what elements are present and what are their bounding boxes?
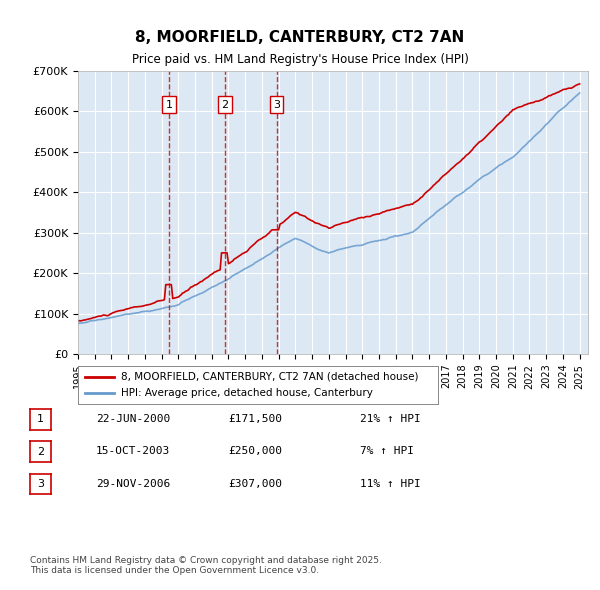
Text: 8, MOORFIELD, CANTERBURY, CT2 7AN (detached house): 8, MOORFIELD, CANTERBURY, CT2 7AN (detac… bbox=[121, 372, 419, 382]
Text: 22-JUN-2000: 22-JUN-2000 bbox=[96, 414, 170, 424]
Text: £307,000: £307,000 bbox=[228, 479, 282, 489]
Text: £171,500: £171,500 bbox=[228, 414, 282, 424]
Text: HPI: Average price, detached house, Canterbury: HPI: Average price, detached house, Cant… bbox=[121, 388, 373, 398]
Text: 2: 2 bbox=[221, 100, 229, 110]
Text: Contains HM Land Registry data © Crown copyright and database right 2025.
This d: Contains HM Land Registry data © Crown c… bbox=[30, 556, 382, 575]
Text: 21% ↑ HPI: 21% ↑ HPI bbox=[360, 414, 421, 424]
Text: £250,000: £250,000 bbox=[228, 447, 282, 456]
Text: 3: 3 bbox=[273, 100, 280, 110]
Text: Price paid vs. HM Land Registry's House Price Index (HPI): Price paid vs. HM Land Registry's House … bbox=[131, 53, 469, 66]
Text: 29-NOV-2006: 29-NOV-2006 bbox=[96, 479, 170, 489]
Text: 1: 1 bbox=[166, 100, 173, 110]
Text: 1: 1 bbox=[37, 414, 44, 424]
Text: 11% ↑ HPI: 11% ↑ HPI bbox=[360, 479, 421, 489]
Text: 15-OCT-2003: 15-OCT-2003 bbox=[96, 447, 170, 456]
Text: 7% ↑ HPI: 7% ↑ HPI bbox=[360, 447, 414, 456]
Text: 3: 3 bbox=[37, 479, 44, 489]
Text: 2: 2 bbox=[37, 447, 44, 457]
Text: 8, MOORFIELD, CANTERBURY, CT2 7AN: 8, MOORFIELD, CANTERBURY, CT2 7AN bbox=[136, 30, 464, 44]
